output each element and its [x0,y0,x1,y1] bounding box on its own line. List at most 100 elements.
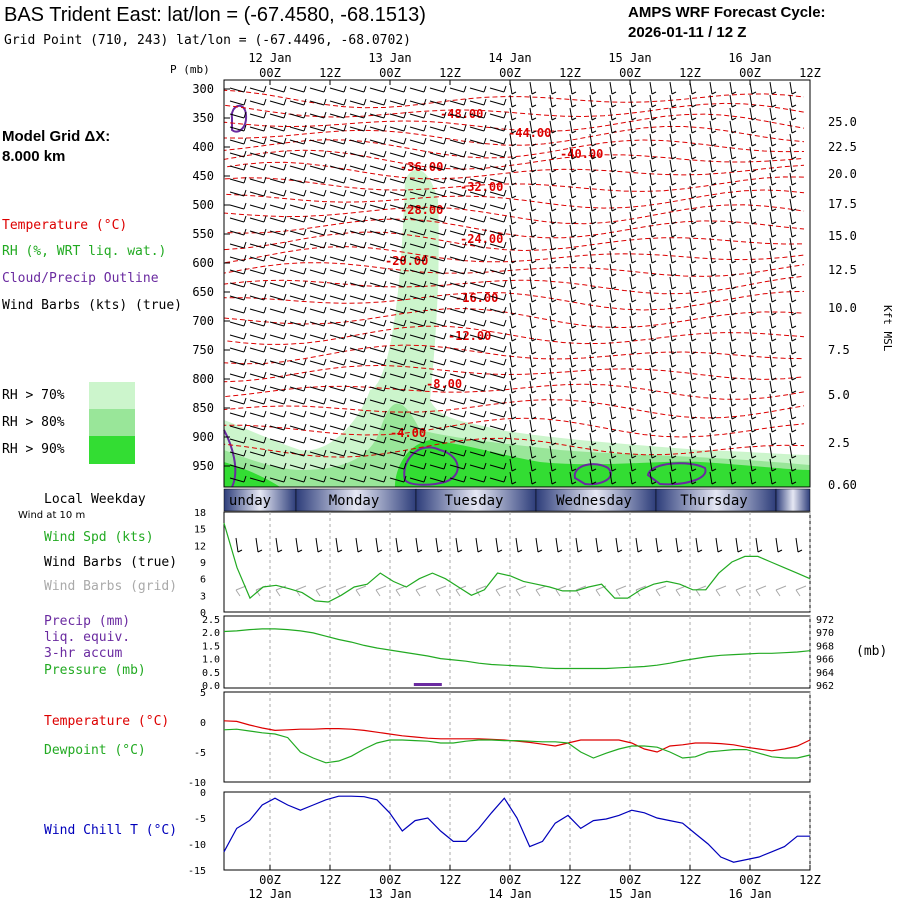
wind-barb [709,107,717,121]
surface-wind-barb [335,537,343,553]
wind-barb [709,237,717,251]
height-tick-label: 5.0 [828,388,850,402]
wind-barb [509,471,517,485]
wind-barb [569,94,577,108]
wind-barb [729,237,737,251]
wind-barb [749,146,757,160]
wind-barb [309,111,327,119]
wind-barb [769,211,777,225]
wind-barb [309,423,327,431]
wind-barb [589,211,597,225]
wind-barb [369,189,387,197]
wind-barb [249,98,267,106]
wind-barb [429,202,447,210]
wind-barb [609,328,617,342]
wind-barb [349,319,367,327]
wind-barb [509,328,517,342]
wind-barb [429,267,447,275]
wind-barb [789,276,797,290]
wind-barb [689,237,697,251]
rh80-swatch [89,409,135,436]
top-time-tick-label: 00Z [499,66,521,80]
wind-barb [589,380,597,394]
wind-barb [729,328,737,342]
wind-barb [649,315,657,329]
grid-wind-barb [755,585,767,597]
temperature-contour-line [223,176,805,192]
wind-barb [429,241,447,249]
wind-barb [549,94,557,108]
wind-barb [669,211,677,225]
wind-barb [729,107,737,121]
surface-wind-barb [455,537,463,553]
wind-barb [449,475,467,483]
wind-barb [529,354,537,368]
pressure-tick-label: 450 [192,169,214,183]
wind-barb [449,124,467,132]
wind-barb [389,436,407,444]
wind-barb [769,94,777,108]
wind-barb [429,384,447,392]
wind-barb [729,263,737,277]
wind-barb [469,345,487,353]
wind-barb [529,224,537,238]
wind-barb [489,293,507,301]
wind-barb [649,94,657,108]
wind-barb [369,475,387,483]
top-date-label: 15 Jan [608,51,651,65]
wind-barb [389,267,407,275]
wind-barb [229,397,247,405]
wind-barb [509,120,517,134]
wind-barb [549,315,557,329]
wind-barb [609,276,617,290]
wind-barb [289,124,307,132]
wind-barb [769,276,777,290]
wind-barb [549,471,557,485]
wind-barb [509,107,517,121]
wind-barb [649,393,657,407]
wind-barb [409,163,427,171]
temperature-contour-label: -48.00 [440,107,483,121]
top-time-tick-label: 12Z [439,66,461,80]
wind-barb [509,250,517,264]
wind-barb [629,432,637,446]
wind-barb [589,289,597,303]
top-date-label: 14 Jan [488,51,531,65]
wind-barb [489,319,507,327]
wind-barb [349,306,367,314]
wind-barb [569,354,577,368]
wind-barb [269,215,287,223]
wind-barb [569,185,577,199]
wind-barb [629,289,637,303]
wind-barb [769,354,777,368]
wind-barb [609,198,617,212]
wind-barb [389,397,407,405]
surface-wind-barb [515,537,523,553]
wind-barb [469,462,487,470]
bottom-time-tick-label: 12Z [559,873,581,887]
wind-barb [589,94,597,108]
wind-barb [489,124,507,132]
wind-barb [249,241,267,249]
wind-barb [529,367,537,381]
wind-barb [509,81,517,95]
wind-barb [449,150,467,158]
wind-barb [569,133,577,147]
wind-barb [449,241,467,249]
wind-barb [469,124,487,132]
wind-barb [569,471,577,485]
height-tick-label: 25.0 [828,115,857,129]
wind-barb [509,211,517,225]
wind-barb [309,319,327,327]
surface-wind-barb [795,537,803,553]
wind-barb [289,241,307,249]
wind-barb [749,211,757,225]
wind-barb [689,289,697,303]
wind-barb [629,198,637,212]
wind-barb [529,276,537,290]
wind-barb [269,436,287,444]
wind-barb [389,423,407,431]
legend-dewpoint: Dewpoint (°C) [44,743,146,758]
wind-barb [349,111,367,119]
height-tick-label: 2.5 [828,436,850,450]
